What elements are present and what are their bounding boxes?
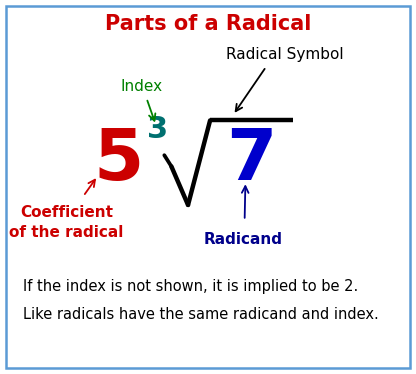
Text: Index: Index: [120, 79, 163, 94]
Text: Radicand: Radicand: [204, 232, 283, 247]
Text: Coefficient
of the radical: Coefficient of the radical: [10, 205, 124, 240]
Text: Parts of a Radical: Parts of a Radical: [105, 14, 311, 34]
Text: Like radicals have the same radicand and index.: Like radicals have the same radicand and…: [23, 307, 379, 322]
Text: 7: 7: [226, 126, 277, 195]
Text: 5: 5: [94, 126, 144, 195]
Text: 3: 3: [147, 114, 168, 144]
Text: If the index is not shown, it is implied to be 2.: If the index is not shown, it is implied…: [23, 279, 358, 294]
FancyBboxPatch shape: [6, 6, 410, 368]
Text: Radical Symbol: Radical Symbol: [226, 47, 344, 62]
